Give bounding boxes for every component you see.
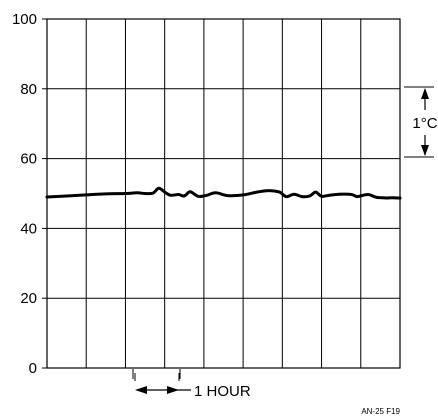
scale-arrowhead-down [421, 145, 429, 156]
y-tick-label: 80 [20, 81, 37, 98]
y-tick-label: 60 [20, 151, 37, 168]
scale-arrowhead-up [421, 88, 429, 99]
plot-frame [46, 18, 401, 369]
figure-id: AN-25 F19 [361, 407, 400, 416]
y-tick-label: 40 [20, 220, 37, 237]
y-tick-label: 100 [12, 11, 37, 28]
scale-annotation: 1°C [404, 86, 438, 158]
time-arrowhead-right [167, 386, 179, 394]
y-tick-label: 20 [20, 290, 37, 307]
y-axis-ticks: 0 20 40 60 80 100 [12, 11, 47, 377]
series-line [45, 186, 402, 200]
time-label: 1 HOUR [194, 383, 251, 400]
y-tick-label: 0 [29, 360, 37, 377]
time-annotation: 1 HOUR [132, 369, 251, 400]
grid [47, 19, 400, 368]
scale-label: 1°C [412, 115, 437, 132]
time-arrowhead-left [135, 386, 147, 394]
